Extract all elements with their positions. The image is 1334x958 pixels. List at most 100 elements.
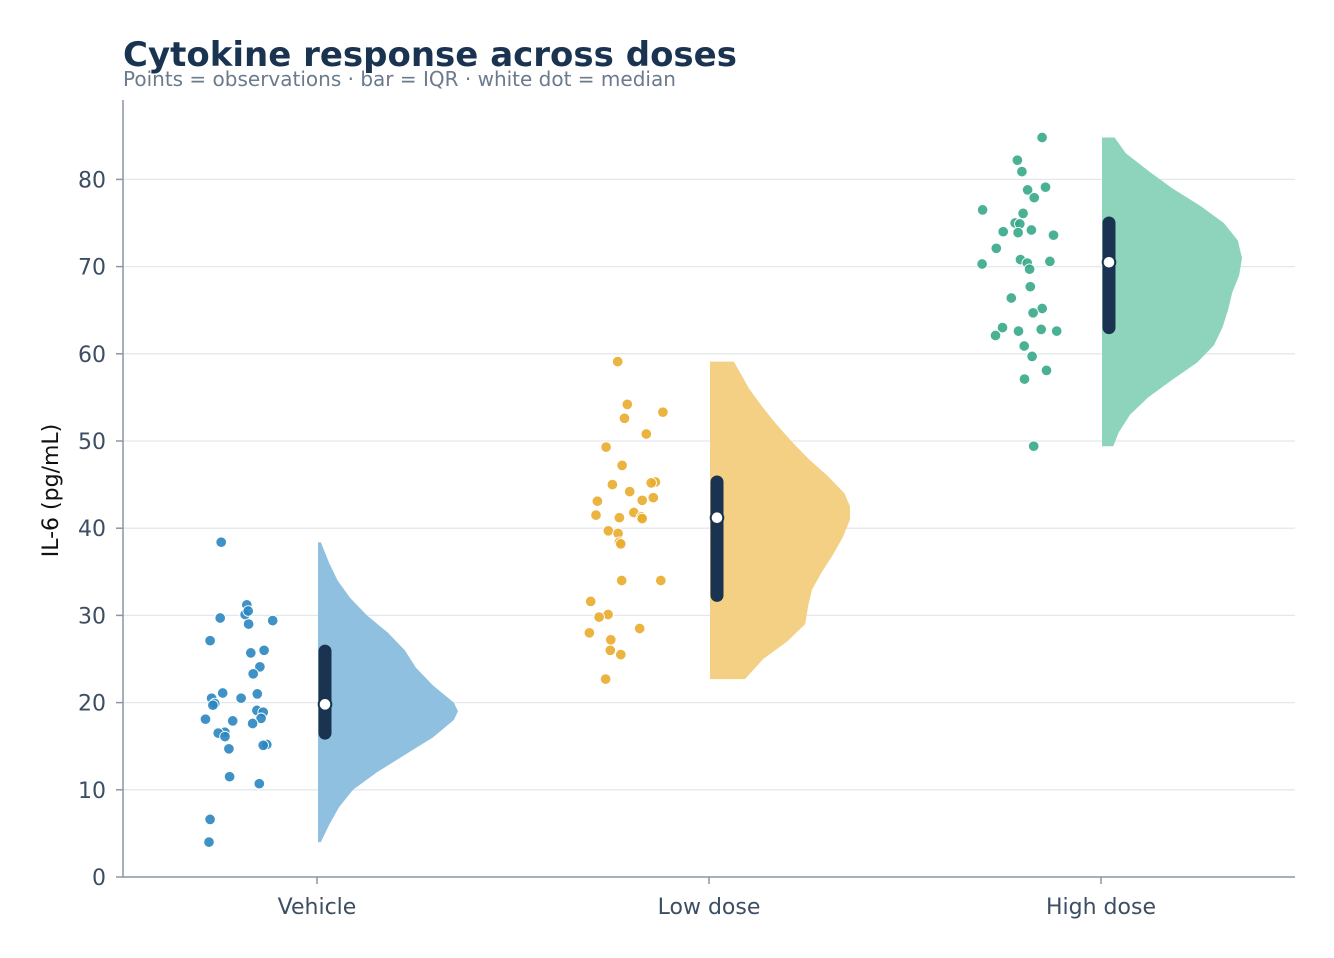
data-point: [1017, 207, 1029, 220]
data-point: [611, 355, 624, 368]
data-point: [1026, 350, 1038, 363]
chart-title: Cytokine response across doses: [123, 35, 737, 75]
data-point: [1025, 224, 1038, 236]
data-point: [636, 512, 648, 525]
data-point: [1028, 191, 1040, 204]
data-point: [989, 329, 1002, 342]
data-point: [223, 770, 236, 783]
data-point: [1018, 340, 1030, 352]
data-point: [583, 627, 596, 639]
violin-shape: [710, 361, 850, 680]
chart-marks: [199, 131, 1242, 848]
data-point: [223, 743, 235, 755]
data-point: [1036, 131, 1048, 144]
data-point: [207, 699, 219, 711]
data-point: [1018, 373, 1031, 385]
y-tick-label: 10: [78, 779, 106, 804]
data-point: [254, 661, 266, 673]
data-point: [599, 673, 612, 685]
data-point: [615, 538, 627, 550]
data-point: [613, 511, 626, 524]
data-point: [636, 494, 648, 507]
data-point: [246, 717, 259, 730]
data-point: [226, 715, 239, 727]
y-tick-label: 70: [78, 256, 106, 281]
x-tick-label: Low dose: [658, 895, 761, 920]
data-point: [1050, 325, 1063, 337]
data-point: [996, 321, 1009, 334]
data-point: [655, 574, 667, 587]
data-point: [1012, 226, 1024, 239]
data-point: [615, 574, 628, 587]
data-point: [618, 412, 631, 425]
data-point: [600, 441, 612, 453]
data-point: [247, 668, 259, 680]
data-point: [606, 478, 619, 491]
y-axis-label: IL-6 (pg/mL): [39, 424, 64, 557]
series-group-1: [199, 536, 458, 848]
violin-shape: [318, 542, 458, 843]
data-point: [242, 618, 255, 630]
data-point: [1039, 181, 1052, 193]
y-tick-label: 60: [78, 343, 106, 368]
data-point: [990, 242, 1003, 255]
data-point: [621, 398, 634, 411]
data-point: [976, 258, 988, 270]
data-point: [1027, 440, 1040, 452]
data-point: [219, 730, 231, 743]
data-point: [1011, 154, 1024, 166]
data-point: [255, 712, 267, 725]
data-point: [997, 225, 1009, 238]
y-tick-label: 80: [78, 168, 106, 193]
data-point: [1047, 229, 1060, 241]
data-point: [590, 509, 602, 521]
data-point: [976, 204, 989, 216]
data-point: [199, 713, 212, 725]
y-tick-label: 50: [78, 430, 106, 455]
series-group-3: [976, 131, 1242, 452]
x-tick-label: Vehicle: [278, 895, 357, 920]
data-point: [204, 634, 216, 647]
data-point: [1023, 263, 1036, 275]
data-point: [605, 634, 617, 646]
data-point: [1040, 364, 1053, 377]
data-point: [645, 477, 657, 489]
data-point: [1035, 323, 1047, 336]
data-point: [1044, 255, 1056, 268]
y-tick-label: 40: [78, 517, 106, 542]
chart-subtitle: Points = observations · bar = IQR · whit…: [123, 67, 676, 91]
x-tick-label: High dose: [1046, 895, 1156, 920]
data-point: [1021, 184, 1034, 196]
data-point: [257, 739, 269, 752]
data-point: [235, 692, 247, 704]
data-point: [216, 687, 229, 699]
data-point: [1027, 307, 1039, 319]
median-dot: [1101, 254, 1117, 270]
data-point: [1016, 165, 1028, 178]
data-point: [604, 644, 617, 657]
y-tick-label: 20: [78, 692, 106, 717]
data-point: [214, 612, 226, 624]
data-point: [215, 536, 227, 548]
data-point: [647, 491, 660, 504]
data-point: [253, 777, 266, 790]
data-point: [623, 485, 636, 498]
data-point: [593, 611, 605, 623]
data-point: [242, 605, 254, 617]
data-point: [1024, 280, 1037, 293]
data-point: [258, 644, 270, 657]
data-point: [640, 428, 653, 440]
data-point: [245, 647, 257, 659]
data-point: [657, 406, 669, 418]
data-point: [591, 495, 604, 507]
data-point: [633, 622, 646, 635]
data-point: [616, 459, 628, 472]
y-tick-label: 0: [92, 866, 106, 891]
violin-shape: [1102, 137, 1242, 447]
data-point: [204, 813, 216, 826]
data-point: [1005, 292, 1018, 304]
data-point: [251, 688, 264, 700]
data-point: [602, 525, 615, 537]
series-group-2: [583, 355, 850, 685]
